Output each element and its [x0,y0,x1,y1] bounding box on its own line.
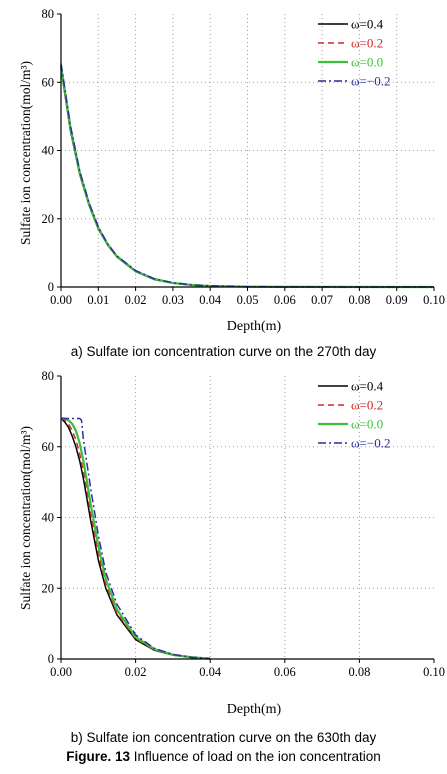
x-tick-label: 0.10 [423,665,445,679]
series-line-4 [61,417,211,660]
x-tick-label: 0.10 [423,293,445,307]
legend-label-1: ω=0.4 [351,17,384,32]
x-tick-label: 0.03 [162,293,184,307]
y-tick-labels: 0 20 40 60 80 [42,369,55,666]
caption-a: a) Sulfate ion concentration curve on th… [70,344,377,359]
x-tick-label: 0.05 [237,293,259,307]
y-tick-labels: 0 20 40 60 80 [42,7,55,294]
figure-label: Figure. 13 [66,749,131,764]
y-axis-label: Sulfate ion concentration(mol/m³) [18,61,33,245]
axes-layer [57,375,435,663]
x-tick-label: 0.09 [386,293,408,307]
legend: ω=0.4 ω=0.2 ω=0.0 ω=−0.2 [318,379,390,451]
grid-layer [61,14,434,287]
legend: ω=0.4 ω=0.2 ω=0.0 ω=−0.2 [318,17,390,89]
series-line-4 [60,63,435,288]
series-layer [60,417,211,660]
y-tick-label: 0 [48,652,54,666]
caption-b: b) Sulfate ion concentration curve on th… [70,730,377,745]
axes-layer [57,13,435,291]
x-tick-labels: 0.00 0.02 0.04 0.06 0.08 0.10 [50,665,445,679]
legend-label-2: ω=0.2 [351,36,383,51]
legend-label-4: ω=−0.2 [351,74,390,89]
legend-label-4: ω=−0.2 [351,436,390,451]
legend-label-3: ω=0.0 [351,55,383,70]
y-tick-label: 0 [48,280,54,294]
x-tick-label: 0.02 [125,665,147,679]
legend-label-1: ω=0.4 [351,379,384,394]
x-tick-label: 0.06 [274,293,296,307]
x-tick-label: 0.08 [348,665,370,679]
y-tick-label: 40 [42,144,55,158]
x-tick-labels: 0.00 0.01 0.02 0.03 0.04 0.05 0.06 0.07 0.08 0.09… [50,293,445,307]
x-tick-label: 0.01 [87,293,109,307]
y-tick-label: 20 [42,581,55,595]
chart-270th-day: 0.00 0.01 0.02 0.03 0.04 0.05 0.06 0.07 0.08 0.09… [18,7,445,334]
y-tick-label: 80 [42,369,55,383]
series-layer [59,63,435,289]
x-tick-label: 0.08 [348,293,370,307]
y-tick-label: 40 [42,511,55,525]
y-axis-label: Sulfate ion concentration(mol/m³) [18,426,33,610]
x-tick-label: 0.04 [199,665,222,679]
series-line-1 [60,417,211,660]
x-tick-label: 0.00 [50,665,72,679]
x-tick-label: 0.07 [311,293,333,307]
x-tick-label: 0.06 [274,665,296,679]
chart-630th-day: 0.00 0.02 0.04 0.06 0.08 0.10 0 20 40 60 80 Depth… [18,369,445,717]
series-line-2 [60,66,435,288]
x-axis-label: Depth(m) [227,702,282,717]
y-tick-label: 20 [42,212,55,226]
y-tick-label: 60 [42,440,55,454]
x-tick-label: 0.00 [50,293,72,307]
series-line-3 [61,417,211,660]
x-tick-label: 0.02 [125,293,147,307]
figure-caption: Figure. 13 Influence of load on the ion … [0,749,447,764]
legend-label-2: ω=0.2 [351,398,383,413]
y-tick-label: 60 [42,75,55,89]
x-axis-label: Depth(m) [227,319,282,334]
series-line-2 [60,417,211,660]
x-tick-label: 0.04 [199,293,222,307]
legend-label-3: ω=0.0 [351,417,383,432]
figure-caption-text: Influence of load on the ion concentrati… [130,749,381,764]
y-tick-label: 80 [42,7,55,21]
